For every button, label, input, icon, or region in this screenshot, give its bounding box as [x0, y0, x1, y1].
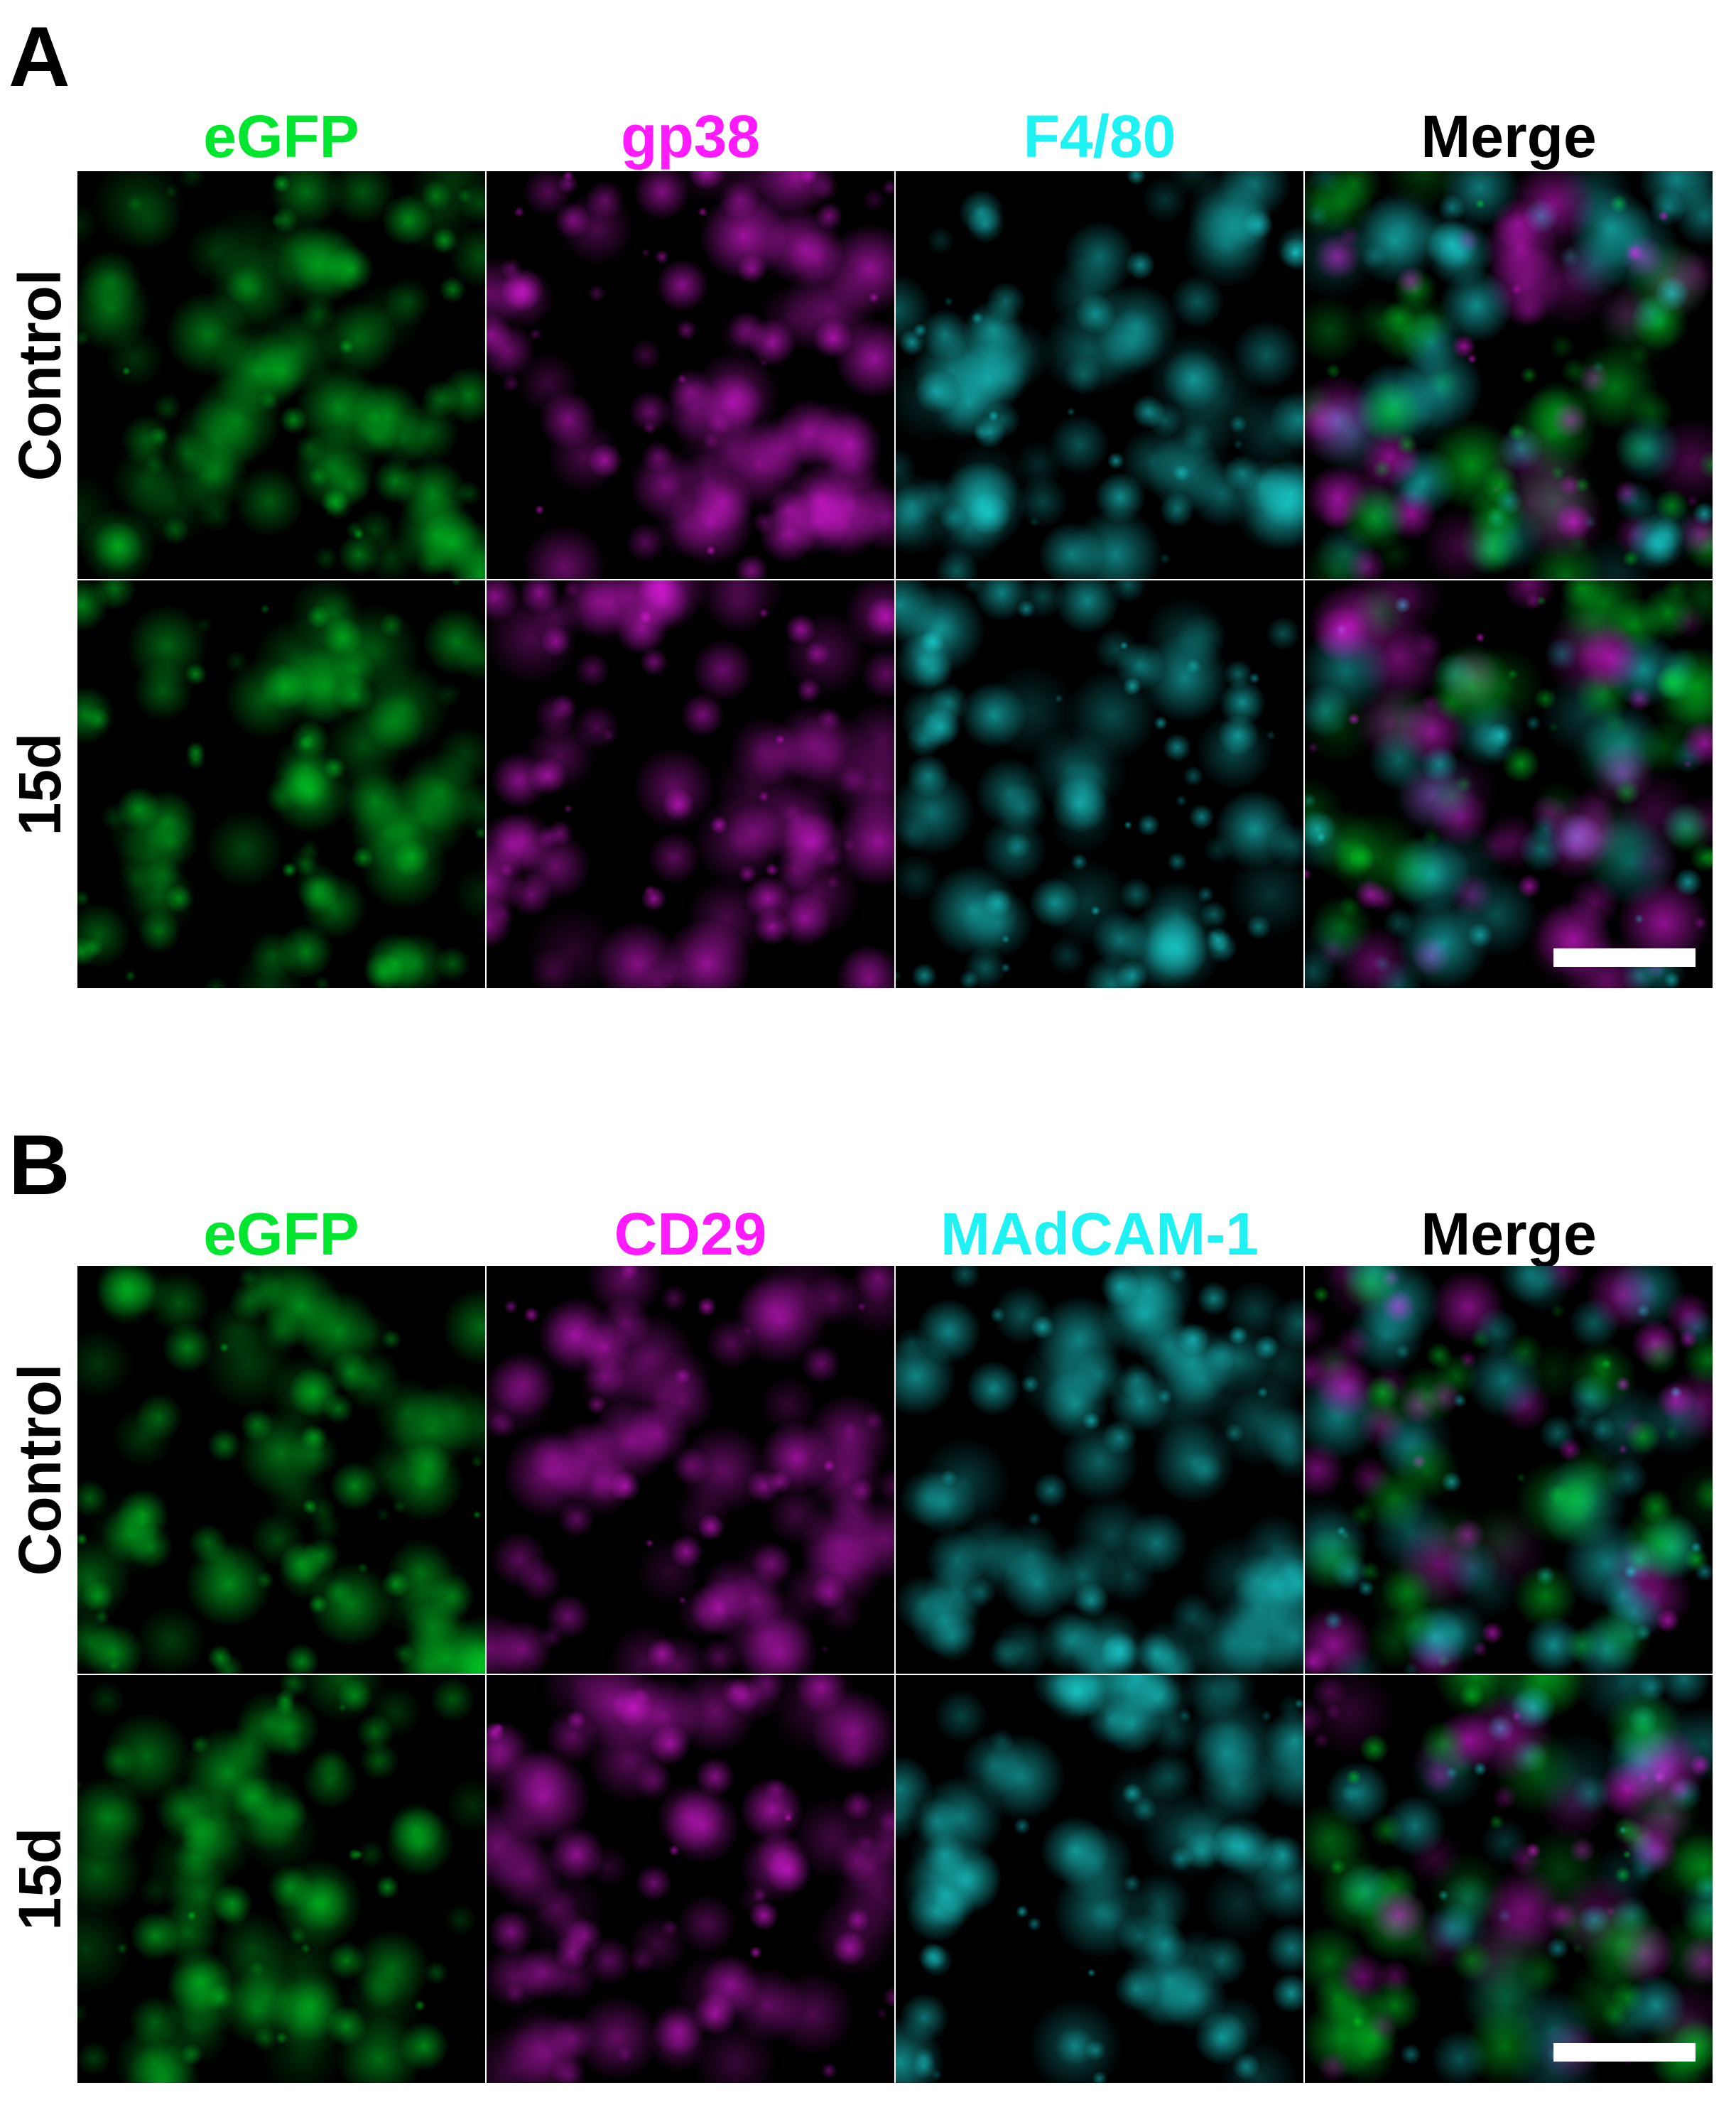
micrograph: [77, 580, 485, 988]
row-label: Control: [6, 1363, 73, 1576]
micrograph: [77, 1266, 485, 1674]
column-label: Merge: [1421, 103, 1597, 170]
column-label: CD29: [614, 1201, 767, 1267]
row-label: 15d: [6, 732, 73, 836]
row-label: 15d: [6, 1827, 73, 1931]
micrograph: [1305, 580, 1713, 988]
micrograph: [487, 1266, 894, 1674]
micrograph: [487, 1675, 894, 2083]
micrograph: [896, 1675, 1303, 2083]
column-label: eGFP: [203, 103, 359, 170]
column-label: F4/80: [1023, 103, 1176, 170]
column-label: Merge: [1421, 1201, 1597, 1267]
micrograph: [1305, 1675, 1713, 2083]
row-label: Control: [6, 269, 73, 482]
micrograph: [896, 580, 1303, 988]
micrograph: [77, 171, 485, 579]
micrograph: [1305, 171, 1713, 579]
column-label: eGFP: [203, 1201, 359, 1267]
micrograph: [896, 171, 1303, 579]
scale-bar: [1553, 948, 1696, 967]
micrograph: [896, 1266, 1303, 1674]
micrograph: [1305, 1266, 1713, 1674]
micrograph: [487, 580, 894, 988]
column-label: MAdCAM-1: [940, 1201, 1259, 1267]
panel-label: A: [9, 9, 70, 104]
panel-label: B: [9, 1117, 70, 1213]
column-label: gp38: [620, 103, 761, 170]
micrograph: [77, 1675, 485, 2083]
scale-bar: [1553, 2043, 1696, 2062]
micrograph: [487, 171, 894, 579]
